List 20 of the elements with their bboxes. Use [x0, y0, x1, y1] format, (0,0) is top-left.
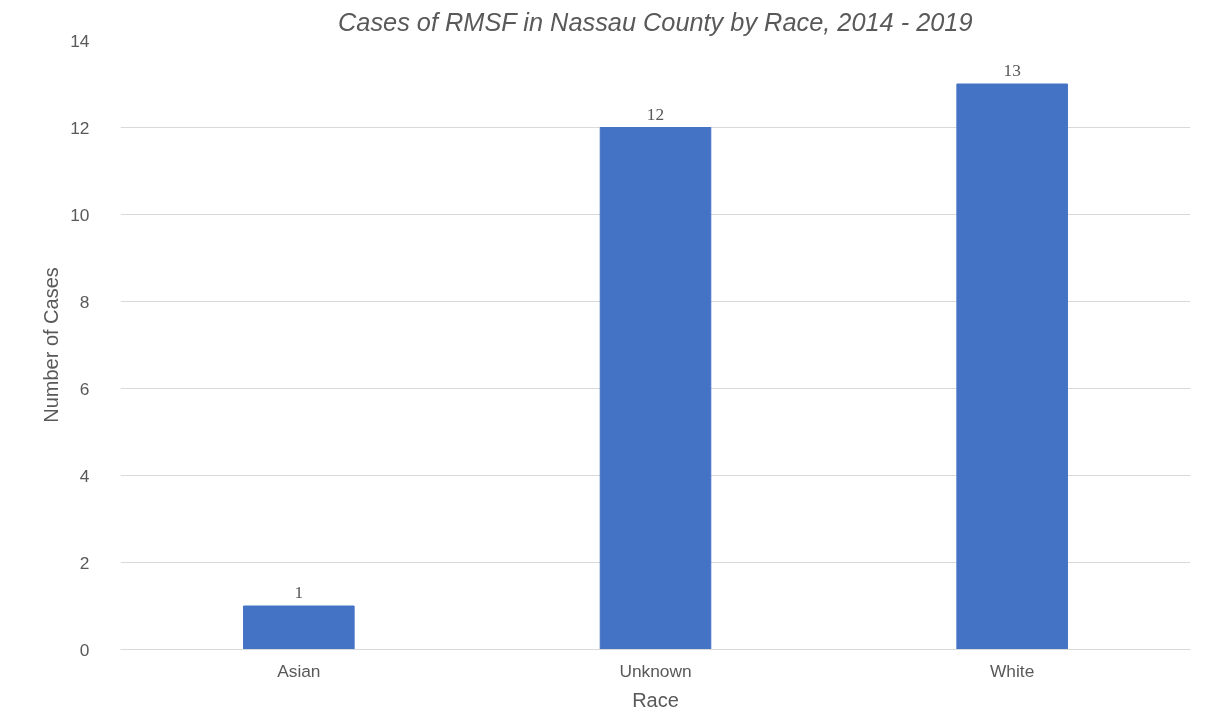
y-tick-label: 8 — [79, 291, 90, 312]
x-tick-label: Asian — [277, 660, 321, 681]
chart-title: Cases of RMSF in Nassau County by Race, 2014 - 2019 — [338, 7, 973, 36]
y-tick-label: 2 — [79, 552, 90, 573]
y-tick-label: 12 — [70, 117, 90, 138]
y-axis-title: Number of Cases — [40, 267, 63, 423]
x-tick-label: White — [990, 660, 1035, 681]
y-tick-label: 10 — [70, 204, 90, 225]
y-tick-label: 4 — [79, 465, 90, 486]
data-label: 13 — [1003, 61, 1021, 80]
data-label: 12 — [646, 104, 665, 124]
bar — [956, 83, 1068, 650]
y-tick-label: 6 — [79, 378, 90, 399]
bar — [599, 127, 712, 650]
x-axis-title: Race — [632, 688, 679, 711]
data-label: 1 — [294, 583, 304, 602]
y-tick-label: 0 — [79, 639, 90, 660]
bar — [243, 605, 355, 650]
y-tick-label: 14 — [70, 30, 90, 51]
x-tick-label: Unknown — [619, 660, 692, 681]
